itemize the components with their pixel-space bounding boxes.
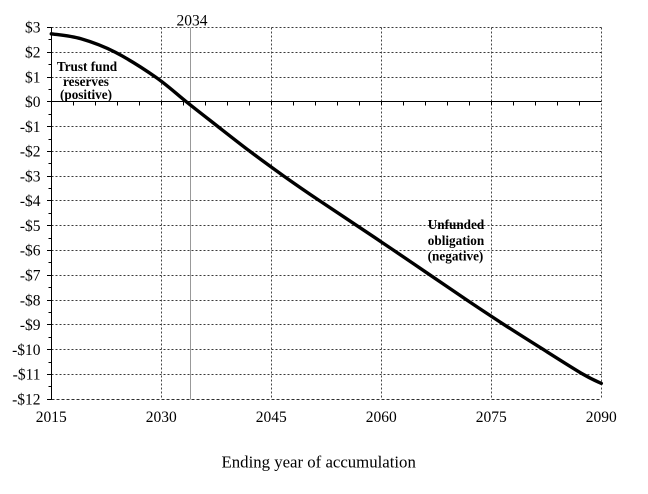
svg-text:-$9: -$9 bbox=[20, 317, 41, 334]
svg-text:Ending year of accumulation: Ending year of accumulation bbox=[222, 453, 417, 472]
svg-text:(negative): (negative) bbox=[428, 248, 484, 263]
svg-text:2034: 2034 bbox=[177, 13, 208, 30]
svg-text:-$8: -$8 bbox=[20, 292, 41, 309]
svg-text:$0: $0 bbox=[25, 94, 41, 111]
svg-text:-$1: -$1 bbox=[20, 119, 41, 136]
svg-text:2075: 2075 bbox=[476, 409, 507, 426]
svg-text:Trust fund: Trust fund bbox=[57, 59, 118, 74]
svg-text:Unfunded: Unfunded bbox=[428, 217, 485, 232]
svg-text:-$12: -$12 bbox=[12, 391, 40, 408]
svg-text:$3: $3 bbox=[25, 20, 41, 37]
svg-text:-$6: -$6 bbox=[20, 243, 41, 260]
svg-text:$2: $2 bbox=[25, 45, 41, 62]
svg-text:-$3: -$3 bbox=[20, 168, 41, 185]
svg-text:reserves: reserves bbox=[63, 74, 109, 89]
svg-text:2045: 2045 bbox=[256, 409, 287, 426]
svg-text:$1: $1 bbox=[25, 69, 41, 86]
svg-text:-$2: -$2 bbox=[20, 144, 41, 161]
svg-text:2015: 2015 bbox=[36, 409, 67, 426]
svg-text:-$5: -$5 bbox=[20, 218, 41, 235]
svg-text:-$4: -$4 bbox=[20, 193, 41, 210]
svg-text:2060: 2060 bbox=[366, 409, 397, 426]
svg-text:2030: 2030 bbox=[146, 409, 177, 426]
svg-text:obligation: obligation bbox=[428, 233, 485, 248]
svg-text:-$7: -$7 bbox=[20, 268, 41, 285]
svg-text:-$11: -$11 bbox=[13, 367, 41, 384]
svg-text:(positive): (positive) bbox=[60, 87, 112, 102]
svg-text:2090: 2090 bbox=[586, 409, 617, 426]
svg-text:-$10: -$10 bbox=[12, 342, 41, 359]
